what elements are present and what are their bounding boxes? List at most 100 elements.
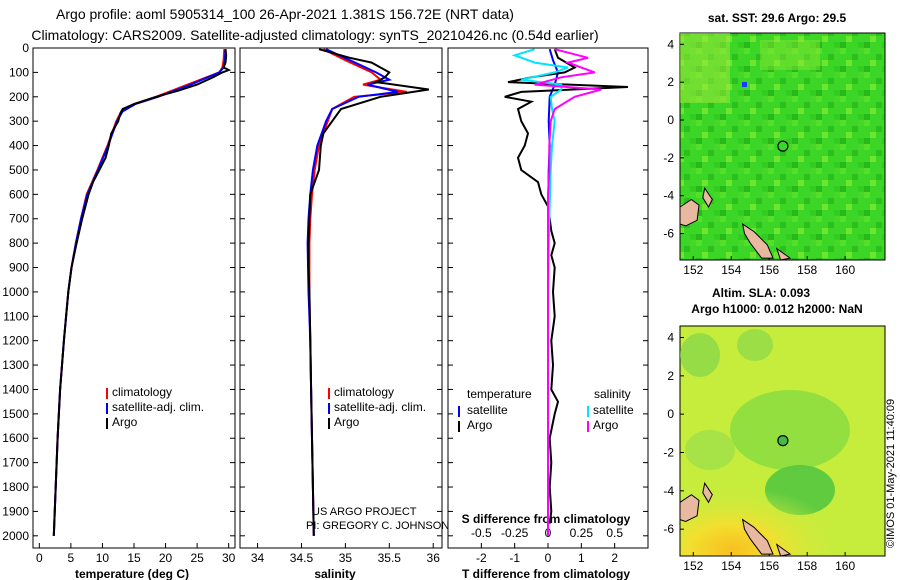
difference-x2tick-label: -0.25 [501,526,529,540]
difference-xtick-label: 1 [578,551,585,565]
sla-map-xtick-label: 156 [759,559,779,573]
temperature-ytick-label: 0 [22,41,29,55]
sla-map-argo-marker [777,435,789,447]
temperature-ytick-label: 1300 [2,358,29,372]
difference-xtick-label: -2 [476,551,487,565]
sla-map: Altim. SLA: 0.093 Argo h1000: 0.012 h200… [663,286,886,573]
temperature-ytick-label: 500 [9,163,29,177]
sst-map-xtick-label: 160 [835,263,855,277]
salinity-xlabel: salinity [314,567,356,580]
difference-line-salinity-argo [534,48,602,536]
salinity-legend-label: satellite-adj. clim. [334,400,426,414]
temperature-xtick-label: 25 [190,551,204,565]
sst-map-ytick-label: 2 [667,75,674,89]
salinity-panel: salinity US ARGO PROJECT PI: GREGORY C. … [239,47,449,580]
salinity-xtick-label: 35.5 [378,551,402,565]
difference-legend-right-label: Argo [593,418,619,432]
sla-map-land [775,543,792,557]
temperature-legend-label: satellite-adj. clim. [112,400,204,414]
sla-map-ytick-label: -4 [663,484,674,498]
sla-map-ytick-label: 4 [667,331,674,345]
salinity-line-argo [307,48,429,536]
difference-xtick-label: 2 [611,551,618,565]
temperature-panel: temperature (deg C) 0 5 10 15 20 25 3001002003… [2,41,235,580]
sla-map-xtick-label: 160 [835,559,855,573]
sst-map-xtick-label: 154 [721,263,741,277]
temperature-ytick-label: 1200 [2,334,29,348]
difference-xtick-label: 0 [545,551,552,565]
sla-map-ytick-label: -6 [663,522,674,536]
credit-footer: ©IMOS 01-May-2021 11:40:09 [885,399,897,548]
temperature-ytick-label: 800 [9,236,29,250]
salinity-xtick-label: 34 [251,551,265,565]
temperature-ytick-label: 1800 [2,480,29,494]
temperature-ytick-label: 1000 [2,285,29,299]
temperature-legend-label: climatology [112,385,172,399]
sst-map-ytick-label: 0 [667,113,674,127]
temperature-panel-frame [32,47,236,549]
sla-map-xtick-label: 158 [797,559,817,573]
difference-panel: T difference from climatology S differen… [447,47,649,580]
difference-legend-left-label: Argo [467,418,493,432]
sst-map-land [702,186,713,209]
temperature-xtick-label: 30 [222,551,236,565]
sla-map-ytick-label: -2 [663,446,674,460]
difference-xtick-label: -1 [509,551,520,565]
sla-map-land [741,518,774,555]
temperature-ytick-label: 400 [9,139,29,153]
difference-line-temperature-argo [504,48,629,524]
sla-map-subtitle: Argo h1000: 0.012 h2000: NaN [691,302,862,316]
temperature-xtick-label: 5 [68,551,75,565]
temperature-xtick-label: 20 [159,551,173,565]
sla-map-green-blob-3 [680,333,720,377]
sst-map: sat. SST: 29.6 Argo: 29.5 152 154 156 158 16… [663,11,886,277]
sst-map-land [679,198,700,227]
sst-map-warm-patch [680,33,730,103]
salinity-annotation-1: US ARGO PROJECT [312,506,417,518]
difference-x2label: S difference from climatology [462,512,631,526]
difference-legend-left-title: temperature [467,387,532,401]
temperature-xlabel: temperature (deg C) [75,567,189,580]
temperature-ytick-label: 1900 [2,504,29,518]
sla-map-xtick-label: 152 [683,559,703,573]
temperature-ytick-label: 1600 [2,431,29,445]
sla-map-yellow-region [681,440,884,555]
sst-map-ytick-label: 4 [667,37,674,51]
temperature-ytick-label: 1500 [2,407,29,421]
difference-legend-right-label: satellite [593,403,634,417]
sst-map-warm-patch-2 [760,40,820,70]
salinity-xtick-label: 34.5 [290,551,314,565]
temperature-ytick-label: 1400 [2,382,29,396]
temperature-xtick-label: 15 [127,551,141,565]
sst-map-xtick-label: 152 [683,263,703,277]
sla-map-green-blob-4 [737,329,773,361]
header-line2: Climatology: CARS2009. Satellite-adjuste… [31,27,598,43]
temperature-ytick-label: 900 [9,261,29,275]
temperature-line-argo [52,49,232,536]
salinity-panel-frame [239,47,443,549]
sla-map-xtick-label: 154 [721,559,741,573]
sst-map-title: sat. SST: 29.6 Argo: 29.5 [708,11,847,25]
sst-map-land [741,223,774,259]
sst-map-argo-marker [777,140,789,152]
sst-map-cold-pixel [742,82,747,87]
salinity-legend-label: climatology [334,385,394,399]
temperature-xtick-label: 0 [36,551,43,565]
sla-map-land [702,481,713,504]
sla-map-ytick-label: 2 [667,369,674,383]
difference-legend-right-title: salinity [594,387,631,401]
difference-x2tick-label: 0.25 [570,526,594,540]
sst-map-ytick-label: -2 [663,151,674,165]
temperature-ytick-label: 2000 [2,529,29,543]
temperature-ytick-label: 100 [9,65,29,79]
sla-map-ytick-label: 0 [667,407,674,421]
temperature-legend-label: Argo [112,415,138,429]
sst-map-ytick-label: -4 [663,189,674,203]
temperature-ytick-label: 700 [9,212,29,226]
temperature-ytick-label: 1100 [3,309,29,323]
sst-map-xtick-label: 156 [759,263,779,277]
temperature-ytick-label: 1700 [2,456,29,470]
sla-map-land [679,494,700,523]
salinity-annotation-2: PI: GREGORY C. JOHNSON [306,520,449,532]
